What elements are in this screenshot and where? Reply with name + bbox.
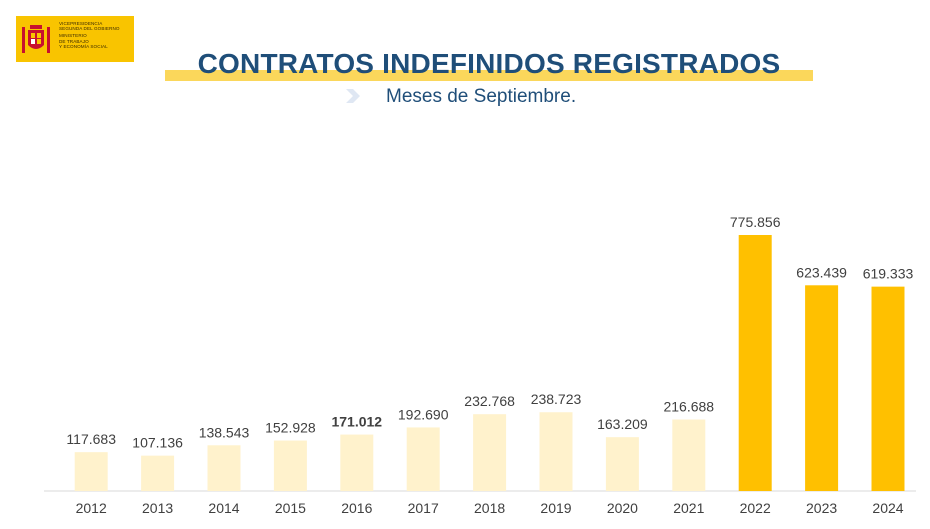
data-label-2022: 775.856 — [730, 214, 781, 230]
x-tick-label-2017: 2017 — [408, 500, 439, 516]
chevron-right-icon — [346, 89, 360, 103]
bar-2021 — [672, 419, 706, 491]
x-tick-label-2016: 2016 — [341, 500, 372, 516]
data-label-2012: 117.683 — [66, 431, 116, 447]
data-label-2017: 192.690 — [398, 406, 449, 422]
data-label-2014: 138.543 — [199, 424, 250, 440]
data-label-2015: 152.928 — [265, 420, 316, 436]
data-label-2016: 171.012 — [331, 414, 382, 430]
x-tick-label-2018: 2018 — [474, 500, 505, 516]
x-tick-label-2014: 2014 — [208, 500, 239, 516]
x-tick-label-2023: 2023 — [806, 500, 837, 516]
data-label-2020: 163.209 — [597, 416, 648, 432]
title-underline-bar — [165, 70, 813, 81]
page-subtitle: Meses de Septiembre. — [386, 86, 577, 107]
x-tick-label-2019: 2019 — [540, 500, 571, 516]
data-label-2019: 238.723 — [531, 391, 582, 407]
x-tick-label-2022: 2022 — [740, 500, 771, 516]
x-tick-label-2015: 2015 — [275, 500, 306, 516]
bar-2016 — [340, 434, 374, 491]
x-tick-label-2020: 2020 — [607, 500, 638, 516]
data-label-2023: 623.439 — [796, 264, 847, 280]
bar-2014 — [207, 445, 241, 491]
x-tick-label-2013: 2013 — [142, 500, 173, 516]
bar-2019 — [539, 412, 573, 491]
x-tick-label-2012: 2012 — [76, 500, 107, 516]
bar-2020 — [605, 437, 639, 491]
bar-2015 — [273, 440, 307, 491]
bar-2012 — [74, 452, 108, 491]
page-title: CONTRATOS INDEFINIDOS REGISTRADOS — [197, 48, 781, 79]
coat-of-arms-icon — [22, 25, 50, 53]
bar-2017 — [406, 427, 440, 491]
x-tick-label-2021: 2021 — [673, 500, 704, 516]
bar-2018 — [473, 414, 507, 491]
bar-2013 — [141, 455, 175, 491]
data-label-2018: 232.768 — [464, 393, 515, 409]
bar-2022 — [738, 235, 772, 491]
government-logo: VICEPRESIDENCIA SEGUNDA DEL GOBIERNO MIN… — [16, 16, 134, 62]
data-label-2013: 107.136 — [132, 435, 183, 451]
data-label-2024: 619.333 — [863, 266, 914, 282]
bar-2024 — [871, 286, 905, 491]
data-label-2021: 216.688 — [663, 399, 714, 415]
x-tick-label-2024: 2024 — [872, 500, 903, 516]
logo-text: VICEPRESIDENCIA SEGUNDA DEL GOBIERNO MIN… — [59, 21, 120, 49]
bar-2023 — [805, 285, 839, 491]
